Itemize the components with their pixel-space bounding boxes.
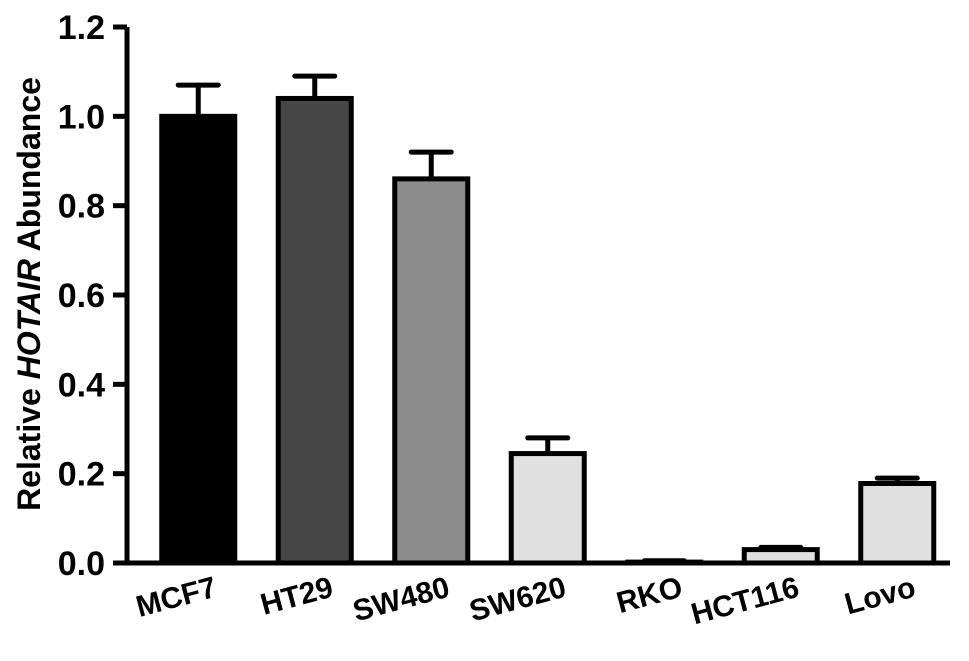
y-axis-label-gene: HOTAIR [11,259,47,379]
y-axis-label: Relative HOTAIR Abundance [11,77,47,511]
bar [508,451,587,566]
y-axis-label-suffix: Abundance [11,77,47,259]
y-tick-label: 0.4 [58,366,105,404]
x-tick-label: Lovo [841,571,919,621]
x-labels-group: MCF7 HT29 SW480 SW620 RKO HCT116 Lovo [133,571,919,631]
y-ticks-group: 0.0 0.2 0.4 0.6 0.8 1.0 1.2 [58,9,127,583]
y-tick-label: 0.0 [58,545,105,583]
x-tick-label: MCF7 [133,571,220,624]
x-tick-label: SW480 [349,571,453,628]
y-tick-label: 1.0 [58,98,105,136]
y-axis-label-prefix: Relative [11,379,47,511]
bar [741,547,820,566]
bar [858,480,937,566]
x-tick-label: HT29 [257,571,336,622]
bar [159,113,238,566]
x-tick-label: RKO [613,571,686,620]
bars-group [159,95,937,566]
error-bars-group [175,73,920,564]
bar [392,176,471,566]
x-tick-label: SW620 [466,571,570,628]
bar [275,95,354,566]
x-tick-label: HCT116 [688,571,803,631]
y-tick-label: 0.2 [58,456,105,494]
y-tick-label: 0.6 [58,277,105,315]
y-tick-label: 0.8 [58,188,105,226]
y-tick-label: 1.2 [58,9,105,47]
